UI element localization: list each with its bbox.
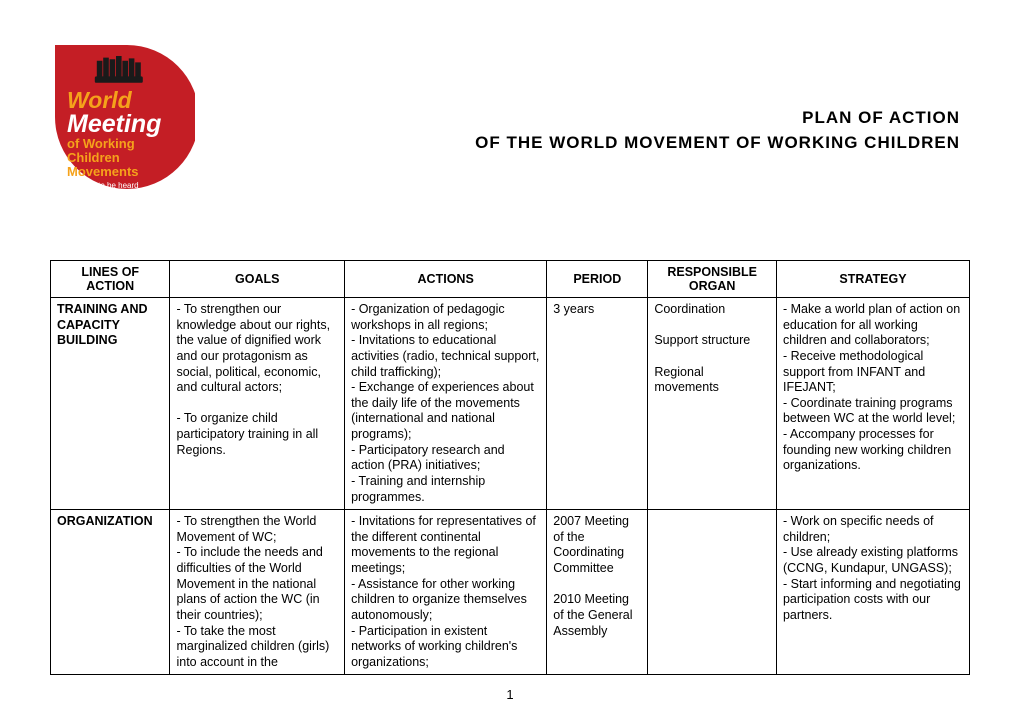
title-line2: OF THE WORLD MOVEMENT OF WORKING CHILDRE… — [475, 133, 960, 152]
cell-lines: ORGANIZATION — [57, 514, 153, 528]
cell-responsible: Coordination Support structure Regional … — [654, 302, 750, 394]
logo-sub3: Movements — [67, 164, 139, 179]
cell-period: 3 years — [553, 302, 594, 316]
logo-sub1: of Working — [67, 136, 135, 151]
logo-tagline: the right to be heard — [67, 181, 139, 190]
cell-goals: - To strengthen our knowledge about our … — [176, 302, 330, 457]
table-row: TRAINING AND CAPACITY BUILDING - To stre… — [51, 298, 970, 510]
th-responsible: RESPONSIBLE ORGAN — [648, 261, 777, 298]
th-strategy: STRATEGY — [776, 261, 969, 298]
th-lines: LINES OF ACTION — [51, 261, 170, 298]
cell-strategy: - Make a world plan of action on educati… — [783, 302, 960, 472]
table-row: ORGANIZATION - To strengthen the World M… — [51, 510, 970, 675]
header: World Meeting of Working Children Moveme… — [50, 40, 970, 200]
th-goals: GOALS — [170, 261, 345, 298]
cell-strategy: - Work on specific needs of children; - … — [783, 514, 961, 622]
logo-word-meeting: Meeting — [67, 110, 161, 138]
cell-lines: TRAINING AND CAPACITY BUILDING — [57, 302, 148, 347]
page-number: 1 — [50, 687, 970, 702]
title-line1: PLAN OF ACTION — [802, 108, 960, 127]
cell-period: 2007 Meeting of the Coordinating Committ… — [553, 514, 632, 637]
th-actions: ACTIONS — [345, 261, 547, 298]
th-period: PERIOD — [547, 261, 648, 298]
cell-goals: - To strengthen the World Movement of WC… — [176, 514, 329, 669]
logo-sub2: Children — [67, 150, 120, 165]
title-block: PLAN OF ACTION OF THE WORLD MOVEMENT OF … — [235, 85, 970, 156]
cell-actions: - Invitations for representatives of the… — [351, 514, 536, 669]
action-table: LINES OF ACTION GOALS ACTIONS PERIOD RES… — [50, 260, 970, 675]
cell-actions: - Organization of pedagogic workshops in… — [351, 302, 539, 504]
logo: World Meeting of Working Children Moveme… — [50, 40, 195, 200]
